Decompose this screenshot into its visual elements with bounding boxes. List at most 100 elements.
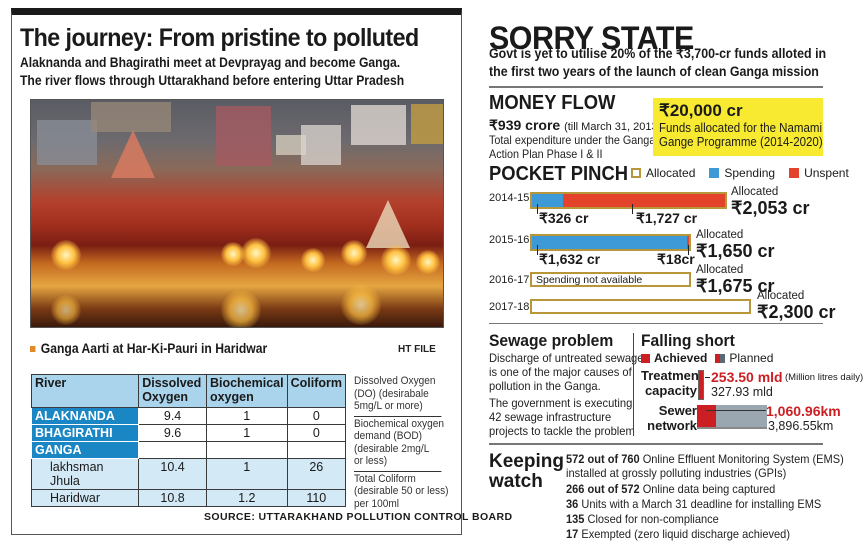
unspent-value: ₹18cr [657,251,695,267]
table-row: lakhsman Jhula 10.4 1 26 [30,458,347,490]
spending-segment [532,236,688,249]
spending-value: ₹1,632 cr [539,251,601,267]
left-subtitle-1: Alaknanda and Bhagirathi meet at Devpray… [20,55,401,70]
bar-2014-15 [530,192,727,209]
photo-caption: Ganga Aarti at Har-Ki-Pauri in Haridwar [30,341,267,356]
table-row: Haridwar 10.8 1.2 110 [30,489,347,507]
achieved-segment [697,405,716,427]
sewage-text: The government is executing [489,396,633,410]
vertical-divider [633,333,634,436]
divider [489,86,823,88]
right-headline: SORRY STATE [489,20,694,56]
sewer-achieved: 1,060.96km [766,403,841,419]
note-bod: Biochemical oxygen demand (BOD) (desirab… [354,415,444,471]
location-name: Haridwar [30,489,140,507]
money-flow-desc-2: Action Plan Phase I & II [489,147,603,161]
left-headline: The journey: From pristine to polluted [20,24,419,52]
coliform-value: 0 [286,407,347,425]
header-river: River [30,374,140,408]
note-coliform: Total Coliform (desirable 50 or less) pe… [354,470,449,514]
allocated-label: Allocated [696,229,744,241]
allocated-label: Allocated [757,290,805,302]
allocated-value: ₹2,053 cr [731,198,810,218]
sewage-text: pollution in the Ganga. [489,379,601,393]
allocated-swatch-icon [631,168,641,178]
sewage-problem-heading: Sewage problem [489,331,614,350]
right-subtitle-1: Govt is yet to utilise 20% of the ₹3,700… [489,46,827,61]
table-notes: Dissolved Oxygen (DO) (desirabale 5mg/L … [354,374,449,513]
table-row: ALAKNANDA 9.4 1 0 [30,407,347,425]
location-name: lakhsman Jhula [30,458,140,490]
ganga-aarti-photo [30,99,444,328]
year-label: 2016-17 [489,274,530,286]
coliform-value [286,441,347,459]
right-subtitle-2: the first two years of the launch of cle… [489,64,819,79]
legend-achieved: Achieved [641,351,707,365]
sewer-bar [697,405,767,429]
spending-swatch-icon [709,168,720,178]
pocket-pinch-legend: Allocated Spending Unspent [631,166,849,180]
keeping-watch-heading: Keeping watch [489,451,564,492]
do-value: 9.6 [138,424,207,442]
table-row: GANGA [30,441,347,459]
sewage-text: 42 sewage infrastructure [489,410,612,424]
planned-swatch-icon [715,354,721,364]
tick [632,204,633,214]
table-header-row: River Dissolved Oxygen Biochemical oxyge… [30,374,347,408]
treatment-bar [698,370,704,400]
keeping-watch-item: 572 out of 760 Online Effluent Monitorin… [566,452,844,466]
tick [688,245,689,255]
water-quality-table: River Dissolved Oxygen Biochemical oxyge… [30,374,347,507]
unspent-segment [562,194,725,207]
do-value: 10.8 [138,489,207,507]
source-credit: SOURCE: UTTARAKHAND POLLUTION CONTROL BO… [204,511,513,523]
bod-value: 1 [205,424,288,442]
sewage-text: Discharge of untreated sewage [489,351,644,365]
sewer-network-label: Sewer network [647,403,697,433]
left-subtitle-2: The river flows through Uttarakhand befo… [20,73,405,88]
do-value [138,441,207,459]
bod-value [205,441,288,459]
coliform-value: 0 [286,424,347,442]
photo-credit: HT FILE [398,344,436,355]
leader-line [705,377,710,378]
keeping-watch-item: 36 Units with a March 31 deadline for in… [566,497,822,511]
treatment-planned: 327.93 mld [711,385,773,399]
money-flow-desc-1: Total expenditure under the Ganga [489,133,656,147]
bar-2016-17: Spending not available [530,272,691,287]
legend-allocated: Allocated [631,166,695,180]
legend-unspent: Unspent [789,166,849,180]
year-label: 2015-16 [489,234,530,246]
coliform-value: 26 [286,458,347,490]
treatment-unit-note: (Million litres daily) [785,372,864,383]
bod-value: 1 [205,407,288,425]
header-coliform: Coliform [286,374,347,408]
bod-value: 1.2 [205,489,288,507]
do-value: 10.4 [138,458,207,490]
allocated-value: ₹1,675 cr [696,276,775,296]
bod-value: 1 [205,458,288,490]
spending-not-available-note: Spending not available [536,274,643,286]
sewage-text: projects to tackle the problem [489,424,635,438]
allocated-value: ₹1,650 cr [696,241,775,261]
legend-spending: Spending [709,166,775,180]
coliform-value: 110 [286,489,347,507]
bar-2015-16 [530,234,691,251]
river-name: BHAGIRATHI [30,424,140,442]
unspent-segment [687,236,689,249]
bar-2017-18 [530,299,751,314]
river-name: GANGA [30,441,140,459]
sewer-planned: 3,896.55km [768,419,834,433]
money-flow-amount: ₹939 crore (till March 31, 2013) [489,117,662,133]
leader-line [706,410,766,411]
year-label: 2017-18 [489,301,530,313]
tick [537,245,538,255]
header-dissolved-oxygen: Dissolved Oxygen [138,374,207,408]
header-biochemical-oxygen: Biochemical oxygen [205,374,288,408]
tick [537,204,538,214]
treatment-capacity-label: Treatment capacity [641,368,704,398]
sewage-text: is one of the major causes of [489,365,632,379]
unspent-value: ₹1,727 cr [636,210,698,226]
highlight-amount: ₹20,000 cr [659,101,743,120]
allocated-label: Allocated [696,264,744,276]
